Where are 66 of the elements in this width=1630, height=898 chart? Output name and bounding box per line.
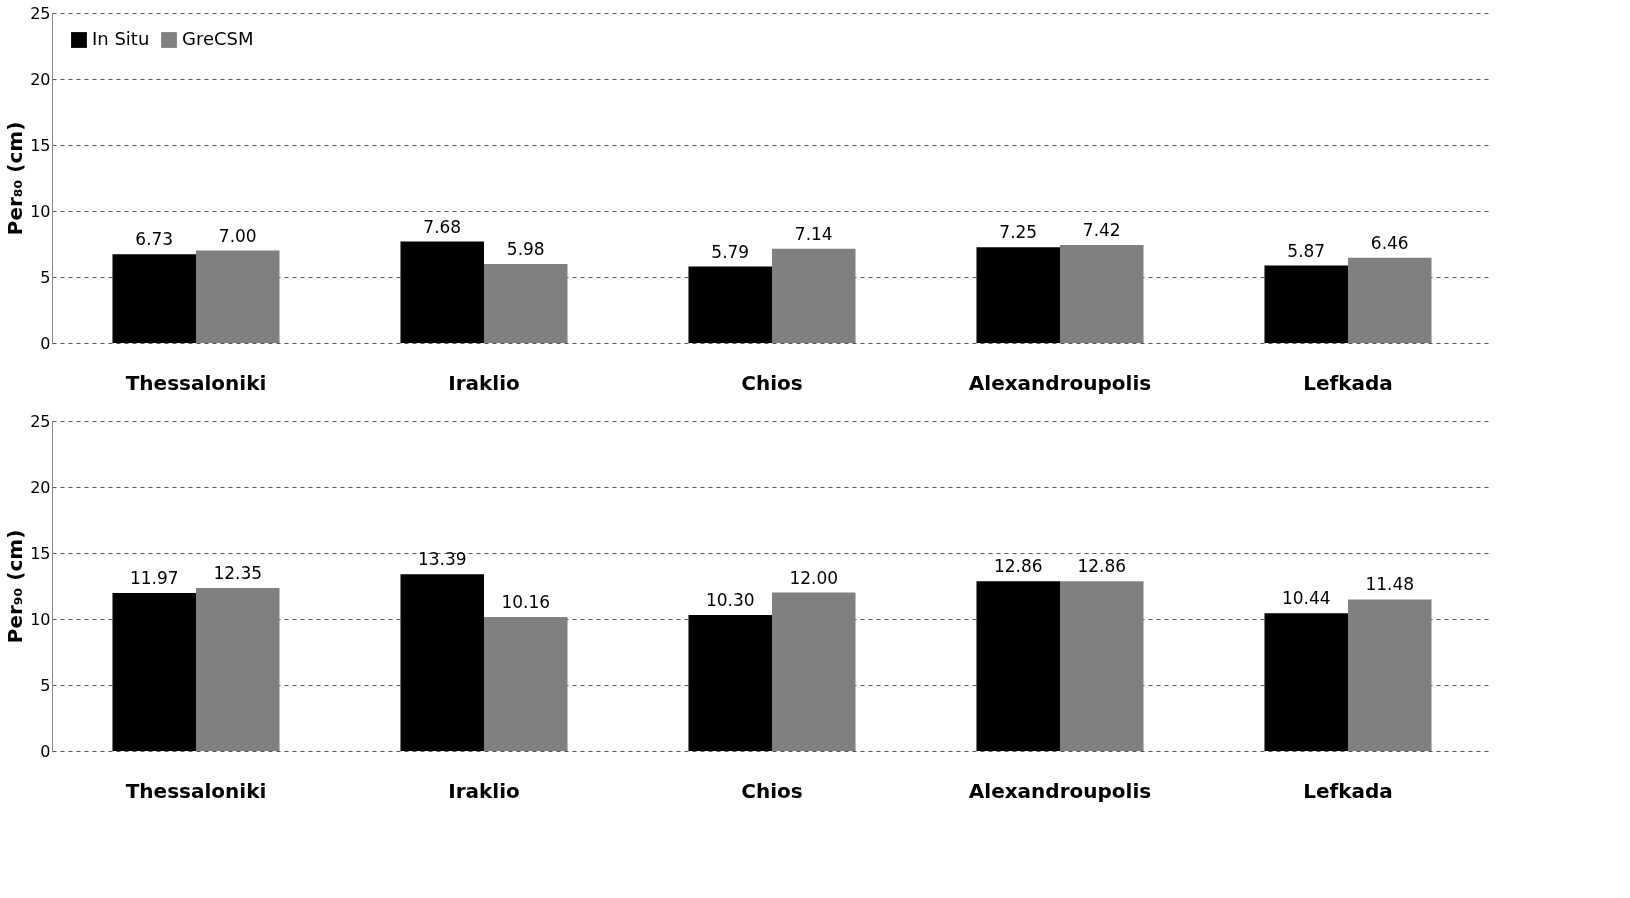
bar: [976, 247, 1060, 343]
y-tick-label: 20: [30, 477, 51, 497]
x-tick-label: Iraklio: [448, 370, 520, 395]
data-label: 7.42: [1082, 220, 1121, 241]
bar: [1264, 613, 1348, 751]
x-tick-label: Lefkada: [1303, 370, 1393, 395]
data-label: 7.68: [423, 216, 462, 237]
data-label: 10.44: [1281, 588, 1331, 609]
data-label: 7.14: [794, 223, 833, 244]
legend-label: GreCSM: [182, 28, 254, 49]
x-tick-label: Lefkada: [1303, 778, 1393, 803]
data-label: 10.30: [705, 590, 755, 611]
x-tick-label: Iraklio: [448, 778, 520, 803]
bar: [1348, 599, 1432, 751]
x-tick-label: Chios: [741, 370, 803, 395]
y-tick-label: 25: [30, 3, 51, 23]
y-tick-label: 10: [30, 609, 51, 629]
data-label: 7.25: [999, 222, 1038, 243]
x-tick-label: Chios: [741, 778, 803, 803]
data-label: 7.00: [218, 225, 257, 246]
bar: [772, 248, 856, 343]
bar: [1060, 245, 1144, 343]
bar: [400, 574, 484, 751]
bar: [112, 254, 196, 343]
bar: [484, 616, 568, 751]
bar: [112, 593, 196, 751]
bar: [196, 250, 280, 343]
bar: [772, 592, 856, 751]
bar: [1348, 257, 1432, 343]
x-tick-label: Thessaloniki: [125, 778, 267, 803]
bar: [400, 241, 484, 343]
data-label: 12.86: [993, 556, 1043, 577]
y-tick-label: 0: [40, 741, 51, 761]
x-tick-label: Alexandroupolis: [968, 370, 1152, 395]
data-label: 12.86: [1077, 556, 1127, 577]
y-tick-label: 0: [40, 333, 51, 353]
x-tick-label: Alexandroupolis: [968, 778, 1152, 803]
y-tick-label: 10: [30, 201, 51, 221]
bar: [1060, 581, 1144, 751]
data-label: 12.00: [789, 567, 839, 588]
bar: [484, 264, 568, 343]
bar: [976, 581, 1060, 751]
bar: [196, 587, 280, 751]
y-tick-label: 5: [40, 267, 51, 287]
data-label: 5.98: [506, 239, 545, 260]
y-tick-label: 5: [40, 675, 51, 695]
data-label: 11.97: [129, 568, 179, 588]
x-tick-label: Thessaloniki: [125, 370, 267, 395]
data-label: 5.79: [711, 241, 750, 262]
y-tick-label: 25: [30, 411, 51, 431]
data-label: 13.39: [417, 549, 467, 570]
y-axis-title: Per₈₀ (cm): [3, 121, 28, 236]
bar: [688, 266, 772, 343]
y-tick-label: 20: [30, 69, 51, 89]
data-label: 11.48: [1365, 574, 1415, 595]
bar: [1264, 265, 1348, 343]
data-label: 10.16: [501, 591, 551, 612]
legend-label: In Situ: [92, 28, 150, 49]
data-label: 6.73: [135, 229, 174, 250]
data-label: 6.46: [1370, 232, 1409, 253]
data-label: 12.35: [213, 562, 263, 583]
y-axis-title: Per₉₀ (cm): [3, 529, 28, 644]
y-tick-label: 15: [30, 543, 51, 563]
y-tick-label: 15: [30, 135, 51, 155]
bar: [688, 615, 772, 751]
data-label: 5.87: [1287, 240, 1326, 261]
